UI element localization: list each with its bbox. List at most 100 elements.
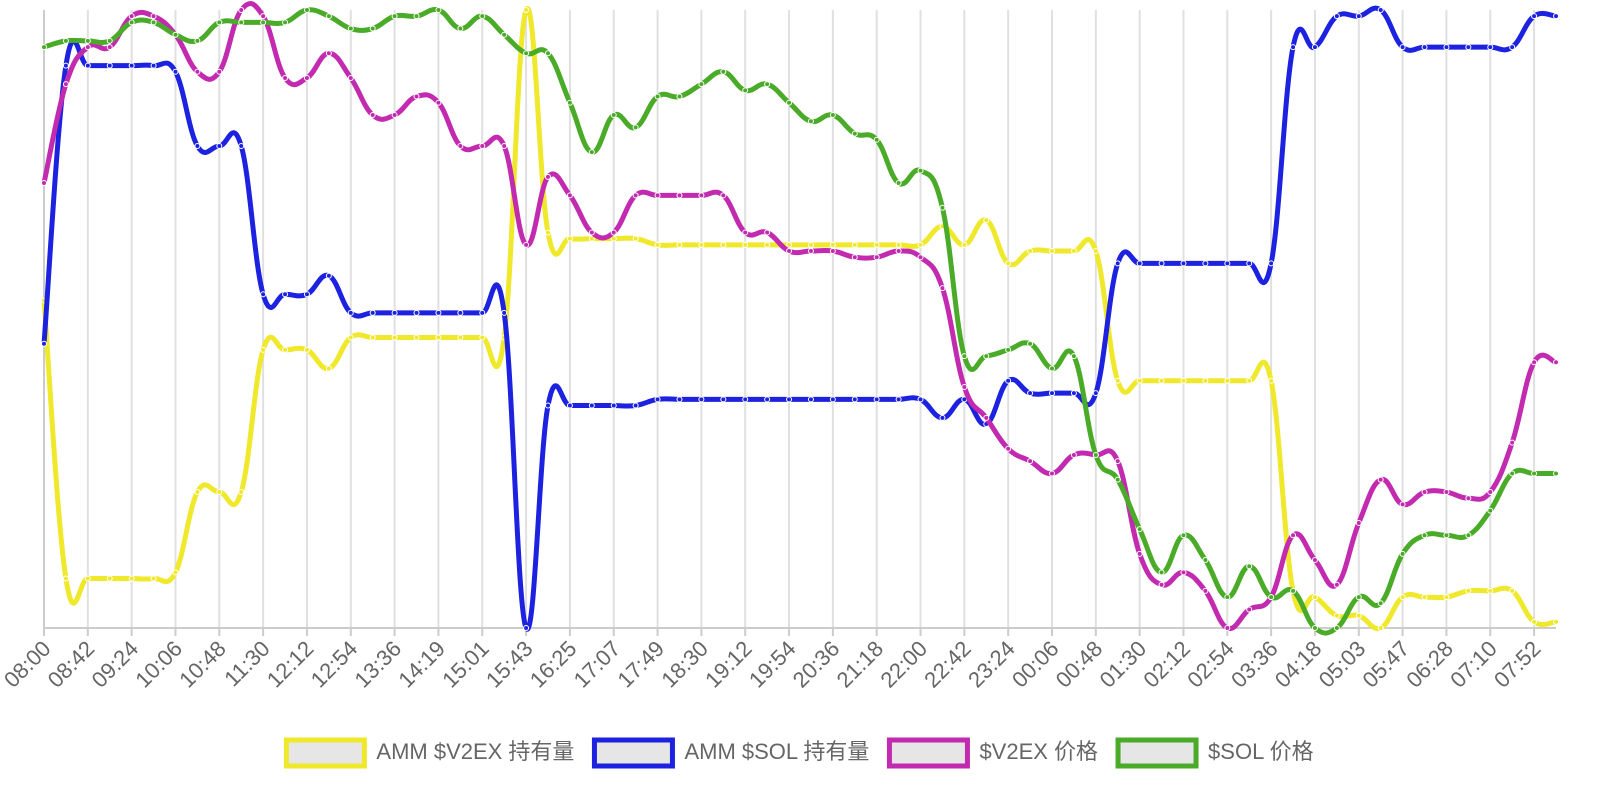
point bbox=[1311, 594, 1318, 601]
point bbox=[720, 192, 727, 199]
point bbox=[325, 50, 332, 57]
point bbox=[1311, 557, 1318, 564]
point bbox=[566, 192, 573, 199]
point bbox=[128, 575, 135, 582]
point bbox=[588, 229, 595, 236]
point bbox=[1509, 439, 1516, 446]
point bbox=[1202, 587, 1209, 594]
point bbox=[610, 402, 617, 409]
point bbox=[106, 37, 113, 44]
point bbox=[676, 192, 683, 199]
point bbox=[282, 74, 289, 81]
point bbox=[347, 334, 354, 341]
point bbox=[851, 396, 858, 403]
point bbox=[654, 396, 661, 403]
point bbox=[1070, 248, 1077, 255]
point bbox=[1487, 587, 1494, 594]
point bbox=[150, 13, 157, 20]
point bbox=[1049, 390, 1055, 397]
point bbox=[764, 241, 771, 248]
point bbox=[742, 241, 749, 248]
point bbox=[1224, 260, 1231, 267]
point bbox=[1377, 7, 1384, 13]
point bbox=[545, 229, 551, 236]
legend-swatch bbox=[283, 737, 367, 769]
line bbox=[43, 7, 1556, 636]
point bbox=[325, 13, 332, 20]
point bbox=[1136, 377, 1143, 384]
point bbox=[347, 309, 354, 316]
point bbox=[961, 353, 968, 360]
point bbox=[829, 248, 836, 255]
point bbox=[1465, 587, 1472, 594]
point bbox=[545, 402, 551, 409]
point bbox=[479, 13, 486, 20]
point bbox=[282, 346, 289, 353]
point bbox=[1355, 594, 1362, 601]
point bbox=[194, 68, 201, 75]
point bbox=[895, 241, 902, 248]
point bbox=[1333, 625, 1340, 631]
point bbox=[632, 124, 639, 131]
point bbox=[413, 13, 420, 20]
point bbox=[1246, 377, 1253, 384]
point bbox=[1114, 476, 1121, 483]
point bbox=[238, 142, 245, 149]
x-tick-label: 08:00 bbox=[0, 636, 56, 693]
legend-swatch bbox=[886, 737, 970, 769]
point bbox=[172, 569, 179, 576]
point bbox=[391, 334, 398, 341]
x-tick-label: 01:30 bbox=[1095, 636, 1152, 693]
point bbox=[939, 204, 946, 211]
point bbox=[1333, 581, 1340, 588]
point bbox=[1531, 359, 1538, 366]
point bbox=[720, 241, 727, 248]
x-tick-label: 18:30 bbox=[656, 636, 713, 693]
point bbox=[1399, 550, 1406, 557]
x-tick-label: 06:28 bbox=[1401, 636, 1458, 693]
point bbox=[62, 575, 69, 582]
point bbox=[150, 62, 157, 69]
point bbox=[106, 575, 113, 582]
point bbox=[1158, 377, 1165, 384]
point bbox=[632, 235, 639, 242]
point bbox=[1049, 365, 1055, 372]
x-tick-label: 13:36 bbox=[350, 636, 407, 693]
point bbox=[1487, 507, 1494, 514]
point bbox=[786, 241, 793, 248]
point bbox=[983, 414, 990, 421]
point bbox=[325, 272, 332, 279]
point bbox=[895, 180, 902, 187]
point bbox=[501, 142, 508, 149]
point bbox=[1092, 248, 1099, 255]
point bbox=[1027, 390, 1034, 397]
point bbox=[1027, 340, 1034, 347]
x-tick-label: 11:30 bbox=[219, 636, 274, 691]
point bbox=[742, 87, 749, 94]
point bbox=[566, 235, 573, 242]
line bbox=[41, 1, 1557, 631]
point bbox=[1531, 13, 1538, 20]
point bbox=[1311, 625, 1318, 631]
x-tick-label: 03:36 bbox=[1226, 636, 1283, 693]
x-tick-label: 15:01 bbox=[437, 636, 494, 693]
x-tick-label: 07:52 bbox=[1489, 636, 1546, 693]
point bbox=[347, 25, 354, 32]
point bbox=[742, 396, 749, 403]
point bbox=[282, 291, 289, 298]
x-tick-label: 16:25 bbox=[525, 636, 582, 693]
x-tick-label: 04:18 bbox=[1270, 636, 1327, 693]
legend-label: $V2EX 价格 bbox=[979, 739, 1098, 764]
point bbox=[106, 44, 113, 51]
point bbox=[610, 235, 617, 242]
point bbox=[917, 167, 924, 174]
point bbox=[1355, 519, 1362, 526]
x-tick-label: 20:36 bbox=[788, 636, 845, 693]
point bbox=[150, 19, 157, 26]
point bbox=[654, 241, 661, 248]
point bbox=[873, 241, 880, 248]
point bbox=[676, 241, 683, 248]
point bbox=[939, 285, 946, 292]
point bbox=[62, 37, 69, 44]
